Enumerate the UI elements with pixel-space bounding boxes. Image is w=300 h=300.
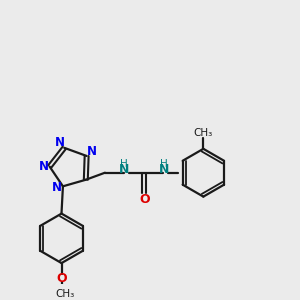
- Text: N: N: [87, 145, 97, 158]
- Text: CH₃: CH₃: [194, 128, 213, 138]
- Text: H: H: [160, 159, 168, 169]
- Text: N: N: [38, 160, 48, 173]
- Text: N: N: [52, 181, 62, 194]
- Text: H: H: [120, 159, 128, 169]
- Text: N: N: [119, 164, 129, 176]
- Text: N: N: [159, 164, 169, 176]
- Text: O: O: [139, 193, 150, 206]
- Text: CH₃: CH₃: [55, 289, 74, 299]
- Text: N: N: [55, 136, 65, 149]
- Text: O: O: [56, 272, 67, 285]
